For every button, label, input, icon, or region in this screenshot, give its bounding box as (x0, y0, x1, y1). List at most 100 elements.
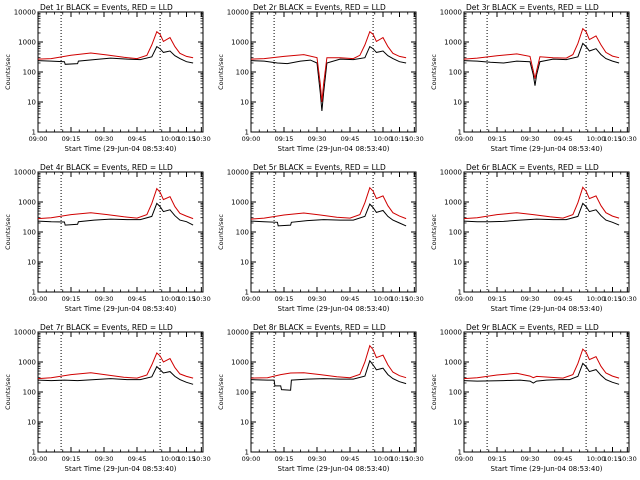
x-tick-label: 10:15 (177, 135, 196, 143)
y-axis-label: Counts/sec (430, 374, 438, 410)
x-tick-label: 10:15 (390, 135, 409, 143)
x-tick-label: 10:30 (192, 455, 211, 463)
y-tick-label: 1000 (444, 199, 462, 207)
x-tick-label: 09:45 (128, 295, 147, 303)
y-tick-label: 100 (236, 229, 249, 237)
x-tick-label: 09:15 (275, 295, 294, 303)
events-series-line (37, 365, 194, 385)
plot-frame (37, 171, 204, 293)
y-tick-label: 1000 (231, 359, 249, 367)
x-tick-label: 09:45 (128, 135, 147, 143)
y-tick-label: 10 (453, 419, 462, 427)
y-tick-label: 100 (449, 229, 462, 237)
chart-title: Det 3r BLACK = Events, RED = LLD (466, 3, 599, 12)
lld-series-line (463, 348, 620, 380)
x-tick-label: 09:30 (308, 135, 327, 143)
events-series-line (250, 203, 407, 227)
chart-panel: Det 1r BLACK = Events, RED = LLD 1 10 100 10… (4, 3, 211, 153)
y-tick-label: 10 (27, 99, 36, 107)
x-tick-label: 10:30 (405, 455, 424, 463)
x-tick-label: 09:45 (554, 135, 573, 143)
chart-panel: Det 2r BLACK = Events, RED = LLD 1 10 100 10… (217, 3, 424, 153)
x-tick-label: 10:00 (161, 455, 180, 463)
x-tick-label: 10:00 (374, 295, 393, 303)
x-tick-label: 09:00 (29, 295, 48, 303)
x-tick-label: 09:15 (488, 455, 507, 463)
y-tick-label: 10 (453, 259, 462, 267)
lld-series-line (463, 186, 620, 220)
y-tick-label: 10 (240, 419, 249, 427)
y-axis-label: Counts/sec (217, 54, 225, 90)
x-tick-label: 10:30 (405, 295, 424, 303)
plot-frame (250, 171, 417, 293)
events-series-line (250, 45, 407, 112)
x-tick-label: 09:00 (242, 135, 261, 143)
y-tick-label: 1000 (18, 39, 36, 47)
x-tick-label: 09:30 (95, 135, 114, 143)
y-tick-label: 100 (236, 389, 249, 397)
x-axis-label: Start Time (29-Jun-04 08:53:40) (278, 465, 390, 473)
y-tick-label: 1000 (444, 39, 462, 47)
y-tick-label: 10 (27, 419, 36, 427)
events-series-line (37, 202, 194, 226)
y-tick-label: 1 (245, 289, 249, 297)
x-tick-label: 10:30 (618, 455, 637, 463)
y-tick-label: 10000 (14, 329, 36, 337)
x-axis-label: Start Time (29-Jun-04 08:53:40) (491, 305, 603, 313)
lld-series-line (250, 344, 407, 379)
x-tick-label: 09:00 (29, 135, 48, 143)
x-tick-label: 09:15 (62, 455, 81, 463)
x-tick-label: 09:00 (242, 295, 261, 303)
y-tick-label: 1000 (18, 359, 36, 367)
lld-series-line (250, 30, 407, 103)
chart-panel: Det 3r BLACK = Events, RED = LLD 1 10 100 10… (430, 3, 637, 153)
y-tick-label: 100 (449, 389, 462, 397)
x-tick-label: 09:30 (521, 295, 540, 303)
y-tick-label: 100 (449, 69, 462, 77)
plot-frame (463, 171, 630, 293)
x-tick-label: 10:30 (192, 295, 211, 303)
x-tick-label: 10:00 (161, 295, 180, 303)
x-tick-label: 10:30 (405, 135, 424, 143)
chart-panel: Det 4r BLACK = Events, RED = LLD 1 10 100 10… (4, 163, 211, 313)
chart-title: Det 1r BLACK = Events, RED = LLD (40, 3, 173, 12)
x-tick-label: 10:30 (618, 135, 637, 143)
x-tick-label: 09:00 (29, 455, 48, 463)
x-tick-label: 09:00 (455, 295, 474, 303)
x-tick-label: 09:30 (95, 455, 114, 463)
x-tick-label: 09:45 (341, 135, 360, 143)
chart-panel: Det 8r BLACK = Events, RED = LLD 1 10 100 10… (217, 323, 424, 473)
x-tick-label: 10:00 (587, 455, 606, 463)
y-tick-label: 1 (458, 129, 462, 137)
y-tick-label: 1000 (231, 199, 249, 207)
y-tick-label: 10000 (440, 329, 462, 337)
x-tick-label: 10:15 (603, 295, 622, 303)
y-tick-label: 1 (32, 449, 36, 457)
chart-title: Det 9r BLACK = Events, RED = LLD (466, 323, 599, 332)
plot-frame (250, 331, 417, 453)
events-series-line (463, 362, 620, 385)
x-tick-label: 09:00 (455, 135, 474, 143)
x-axis-label: Start Time (29-Jun-04 08:53:40) (278, 145, 390, 153)
y-tick-label: 10 (240, 259, 249, 267)
y-tick-label: 10 (240, 99, 249, 107)
x-tick-label: 09:45 (341, 295, 360, 303)
y-axis-label: Counts/sec (4, 374, 12, 410)
x-tick-label: 10:15 (603, 455, 622, 463)
x-tick-label: 09:15 (488, 135, 507, 143)
x-tick-label: 09:00 (242, 455, 261, 463)
y-axis-label: Counts/sec (4, 214, 12, 250)
plot-frame (250, 11, 417, 133)
x-tick-label: 10:00 (161, 135, 180, 143)
plot-frame (37, 11, 204, 133)
x-tick-label: 09:00 (455, 455, 474, 463)
y-tick-label: 10000 (14, 169, 36, 177)
x-tick-label: 09:30 (308, 455, 327, 463)
x-tick-label: 10:15 (603, 135, 622, 143)
lld-series-line (37, 187, 194, 220)
y-tick-label: 10000 (440, 169, 462, 177)
x-axis-label: Start Time (29-Jun-04 08:53:40) (491, 145, 603, 153)
x-tick-label: 10:15 (390, 295, 409, 303)
chart-title: Det 6r BLACK = Events, RED = LLD (466, 163, 599, 172)
y-tick-label: 1 (458, 289, 462, 297)
